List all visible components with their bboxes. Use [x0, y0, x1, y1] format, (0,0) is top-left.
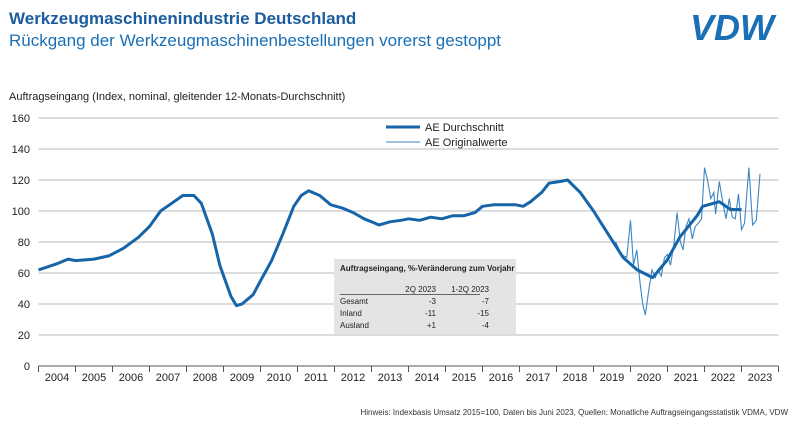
vdw-logo: VDW	[690, 10, 777, 44]
legend-label: AE Originalwerte	[425, 137, 508, 149]
cell-2q: -11	[425, 309, 436, 318]
y-tick-label: 80	[18, 237, 30, 249]
x-tick-label: 2012	[341, 372, 365, 384]
y-tick-label: 160	[12, 113, 30, 125]
x-tick-label: 2019	[600, 372, 624, 384]
row-label: Ausland	[340, 321, 369, 330]
cell-2q: -3	[428, 297, 436, 306]
x-tick-label: 2010	[267, 372, 291, 384]
y-tick-label: 140	[12, 144, 30, 156]
series-line-ae-originalwerte	[615, 167, 761, 316]
x-tick-label: 2020	[637, 372, 661, 384]
x-tick-label: 2005	[82, 372, 106, 384]
cell-2q: +1	[426, 321, 436, 330]
row-label: Gesamt	[340, 297, 369, 306]
x-tick-label: 2014	[415, 372, 439, 384]
cell-1-2q: -7	[481, 297, 489, 306]
y-tick-label: 20	[18, 330, 30, 342]
divider	[340, 294, 480, 295]
x-tick-label: 2009	[230, 372, 254, 384]
x-tick-label: 2016	[489, 372, 513, 384]
x-tick-label: 2017	[526, 372, 550, 384]
x-tick-label: 2007	[156, 372, 180, 384]
x-tick-label: 2015	[452, 372, 476, 384]
y-tick-label: 0	[24, 361, 30, 373]
svg-text:VDW: VDW	[690, 10, 777, 44]
y-tick-label: 60	[18, 268, 30, 280]
col-header: 1-2Q 2023	[451, 285, 489, 294]
y-axis-label: Auftragseingang (Index, nominal, gleiten…	[9, 91, 346, 103]
series-line-ae-durchschnitt	[38, 178, 742, 308]
y-tick-label: 120	[12, 175, 30, 187]
cell-1-2q: -4	[481, 321, 489, 330]
col-header: 2Q 2023	[405, 285, 436, 294]
x-tick-label: 2006	[119, 372, 143, 384]
row-label: Inland	[340, 309, 362, 318]
x-tick-label: 2021	[674, 372, 698, 384]
y-tick-label: 40	[18, 299, 30, 311]
x-tick-label: 2013	[378, 372, 402, 384]
x-tick-label: 2004	[45, 372, 69, 384]
legend-label: AE Durchschnitt	[425, 122, 504, 134]
x-tick-label: 2022	[711, 372, 735, 384]
table-title: Auftragseingang, %-Veränderung zum Vorja…	[340, 264, 515, 273]
x-tick-label: 2011	[304, 372, 328, 384]
y-tick-label: 100	[12, 206, 30, 218]
x-tick-label: 2008	[193, 372, 217, 384]
chart-subtitle: Rückgang der Werkzeugmaschinenbestellung…	[9, 31, 502, 50]
chart-title: Werkzeugmaschinenindustrie Deutschland	[9, 9, 357, 28]
x-tick-label: 2018	[563, 372, 587, 384]
summary-table: Auftragseingang, %-Veränderung zum Vorja…	[334, 259, 516, 334]
footnote: Hinweis: Indexbasis Umsatz 2015=100, Dat…	[360, 408, 788, 417]
x-tick-label: 2023	[748, 372, 772, 384]
cell-1-2q: -15	[477, 309, 489, 318]
